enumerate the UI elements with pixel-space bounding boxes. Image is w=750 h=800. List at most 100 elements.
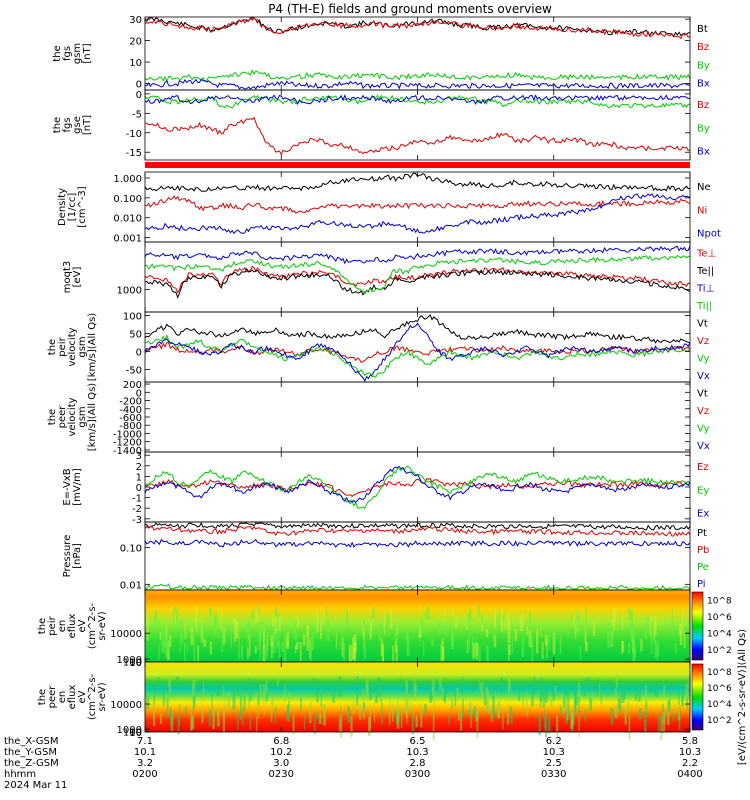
spectrogram-texture <box>494 609 497 628</box>
spectrogram-texture <box>202 707 204 723</box>
y-axis-label-temperature: moqt3[eV] <box>62 261 83 294</box>
panel-fgs_gsm: Bt Bz By Bx 0 10 20 30 thefgsgsm[nT] <box>52 15 710 90</box>
spectrogram-texture <box>451 699 453 710</box>
spectrogram-texture <box>374 711 376 723</box>
xaxis-value: 3.0 <box>273 758 289 769</box>
spectrogram-texture <box>167 678 169 686</box>
spectrogram-texture <box>242 707 244 726</box>
spectrogram-texture <box>587 677 590 690</box>
spectrogram-texture <box>262 684 266 694</box>
xaxis-value: 7.1 <box>137 736 153 747</box>
spectrogram-texture <box>501 609 504 632</box>
spectrogram-texture <box>349 644 353 667</box>
spectrogram-texture <box>526 693 528 717</box>
xaxis-value: 5.8 <box>682 736 698 747</box>
spectrogram-texture <box>468 709 471 718</box>
legend-entry-Ez: Ez <box>697 462 709 473</box>
spectrogram-texture <box>241 644 243 660</box>
legend-entry-Ex: Ex <box>697 509 709 520</box>
spectrogram-texture <box>222 685 224 700</box>
xaxis-value: 10.3 <box>406 747 428 758</box>
spectrogram-texture <box>621 641 624 654</box>
spectrogram-texture <box>284 684 286 704</box>
spectrogram-texture <box>476 643 479 660</box>
legend-entry-Bx: Bx <box>697 147 710 158</box>
series-line-Bx <box>144 94 691 106</box>
spectrogram-texture <box>545 690 548 703</box>
spectrogram-texture <box>500 677 503 695</box>
spectrogram-texture <box>238 634 240 659</box>
spectrogram-texture <box>492 696 495 719</box>
spectrogram-texture <box>474 637 477 656</box>
spectrogram-texture <box>261 620 265 637</box>
spectrogram-texture <box>662 703 664 720</box>
spectrogram-texture <box>671 607 673 628</box>
spectrogram-texture <box>363 644 366 660</box>
spectrogram-texture <box>146 695 150 709</box>
spectrogram-texture <box>612 611 615 626</box>
y-axis-label-peir_velocity: thepeirvelocitygsm[km/s](All Qs) <box>47 313 98 381</box>
y-tick-label: 30 <box>129 15 142 26</box>
spectrogram-texture <box>424 703 427 715</box>
spectrogram-texture <box>362 704 365 720</box>
spectrogram-texture <box>381 644 385 667</box>
spectrogram-texture <box>566 700 569 721</box>
spectrogram-texture <box>415 715 418 728</box>
spectrogram-texture <box>438 621 441 636</box>
spectrogram-texture <box>637 685 641 702</box>
spectrogram-texture <box>310 641 312 664</box>
spectrogram-texture <box>227 691 231 711</box>
legend-entry-By: By <box>697 60 710 71</box>
spectrogram-texture <box>426 605 430 621</box>
legend-entry-Pt: Pt <box>697 528 707 539</box>
spectrogram-texture <box>544 634 548 646</box>
spectrogram-texture <box>556 715 559 737</box>
y-tick-label: 10000 <box>110 629 142 640</box>
colorbar-label: [eV/(cm^2-s-sr-eV)](All Qs) <box>737 629 748 765</box>
spectrogram-texture <box>487 690 489 702</box>
spectrogram-texture <box>576 610 580 634</box>
spectrogram-texture <box>685 683 688 702</box>
spectrogram-texture <box>209 607 213 616</box>
y-tick-label: 10 <box>129 58 142 69</box>
spectrogram-texture <box>332 682 336 704</box>
spectrogram-texture <box>378 625 382 640</box>
spectrogram-texture <box>571 613 573 623</box>
spectrogram-texture <box>400 707 403 728</box>
spectrogram-texture <box>289 690 291 715</box>
series-line-Ez <box>144 477 691 497</box>
spectrogram-texture <box>492 630 494 641</box>
spectrogram-texture <box>521 638 525 658</box>
spectrogram-texture <box>423 640 425 657</box>
spectrogram-texture <box>528 630 532 648</box>
y-tick-label: 100 <box>123 658 142 669</box>
series-line-Pi <box>144 538 691 548</box>
spectrogram-texture <box>184 642 186 668</box>
spectrogram-texture <box>476 716 479 738</box>
y-axis-label-line: [nT] <box>82 115 93 135</box>
spectrogram-texture <box>292 716 295 735</box>
spectrogram-texture <box>666 701 670 726</box>
spectrogram-texture <box>296 614 299 629</box>
y-axis-label-line: gsm <box>77 406 88 427</box>
spectrogram-texture <box>276 637 278 650</box>
spectrogram-texture <box>392 702 394 722</box>
spectrogram-texture <box>154 610 157 630</box>
spectrogram-texture <box>201 701 203 725</box>
spectrogram-texture <box>266 636 268 659</box>
colorbar-peir_spectrogram: 10^2 10^4 10^6 10^8 <box>691 591 732 661</box>
spectrogram-texture <box>247 647 249 660</box>
spectrogram-texture <box>411 715 414 735</box>
spectrogram-texture <box>184 623 186 640</box>
spectrogram-texture <box>259 684 262 697</box>
spectrogram-texture <box>528 611 531 628</box>
spectrogram-texture <box>236 685 240 696</box>
spectrogram-texture <box>404 698 408 712</box>
spectrogram-texture <box>320 692 323 708</box>
spectrogram-texture <box>507 612 510 630</box>
spectrogram-texture <box>456 687 459 701</box>
y-tick-label: 20 <box>129 37 142 48</box>
xaxis-value: 0300 <box>405 769 430 780</box>
xaxis-value: 6.2 <box>546 736 562 747</box>
spectrogram-texture <box>585 624 587 644</box>
